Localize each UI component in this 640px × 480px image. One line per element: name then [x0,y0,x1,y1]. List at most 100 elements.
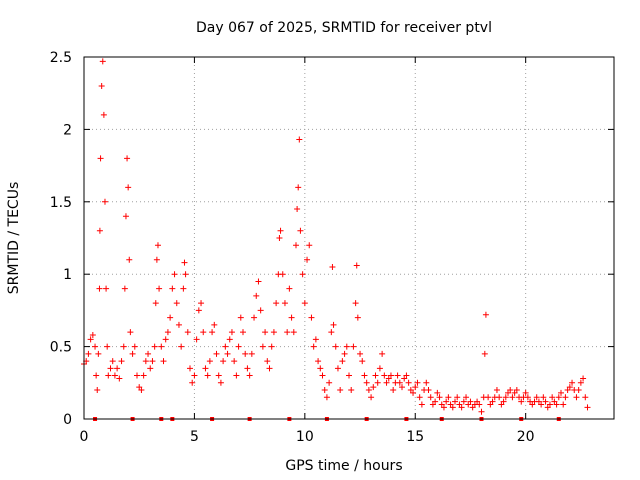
data-point [312,336,319,343]
data-point [294,206,301,213]
data-point [169,285,176,292]
data-point [359,358,366,365]
data-point [107,365,114,372]
data-point [445,394,452,401]
data-point [171,271,178,278]
data-point [399,384,405,391]
data-point [175,321,182,328]
data-point [182,271,189,278]
data-point [116,375,123,382]
data-point [215,372,222,379]
data-point [114,365,121,372]
data-point [122,213,129,220]
data-point [458,404,465,411]
data-point [98,82,105,89]
data-point [286,285,293,292]
data-point [341,350,348,357]
data-point [493,387,500,394]
data-point [290,329,297,336]
data-point [323,394,330,401]
data-point [296,136,303,143]
data-point [580,375,587,382]
data-point [518,398,525,405]
data-point [434,389,441,396]
data-point [154,242,161,249]
data-point [394,372,401,379]
data-point [432,398,439,405]
data-point [376,365,383,372]
y-tick-label: 0 [63,412,72,428]
data-point [224,350,231,357]
data-point [193,336,200,343]
data-point [577,379,584,386]
data-point [509,394,516,401]
data-point [134,372,140,379]
data-point [396,379,403,386]
data-point [295,184,302,191]
data-point [156,285,163,292]
data-point [454,394,461,401]
data-point [140,372,147,379]
data-point [317,365,324,372]
data-point [120,343,127,350]
data-point [96,285,103,292]
data-point [476,401,483,408]
data-point [584,404,591,411]
y-tick-label: 2.5 [50,50,72,66]
data-point [293,242,299,249]
data-point [184,329,191,336]
data-point [555,394,562,401]
data-point [162,336,169,343]
data-point [533,394,540,401]
data-point [237,314,244,321]
data-point [524,394,531,401]
data-point [321,387,328,394]
data-point [330,321,337,328]
data-point [217,379,224,386]
data-point [540,394,547,401]
y-tick-label: 2 [63,122,72,138]
data-point [266,365,273,372]
data-point [310,343,317,350]
data-point [352,300,359,307]
data-point [562,394,569,401]
data-point [381,372,388,379]
data-point [101,198,108,205]
data-point [105,372,112,379]
data-point [337,387,344,394]
data-point [95,350,102,357]
data-point [353,262,360,269]
data-point [248,350,255,357]
data-point [206,358,213,365]
data-point [85,350,92,357]
data-point [319,372,326,379]
data-point [211,321,218,328]
data-point [111,372,118,379]
data-point [427,394,434,401]
data-point [93,372,100,379]
data-point [502,394,509,401]
data-point [253,292,260,299]
data-point [485,394,492,401]
data-point [284,329,291,336]
data-point [257,307,264,314]
data-point [575,387,582,394]
data-point [202,365,209,372]
data-point [332,343,339,350]
data-point [103,285,110,292]
data-point [270,329,277,336]
data-point [566,384,573,391]
data-point [372,372,379,379]
data-point [346,372,352,379]
data-point [365,387,372,394]
x-tick-label: 0 [80,429,89,445]
data-point [538,401,545,408]
data-point [370,384,377,391]
data-point [334,365,341,372]
data-point [410,389,417,396]
data-point [357,350,364,357]
data-point [99,58,106,65]
data-point [405,379,412,386]
data-point [178,343,185,350]
